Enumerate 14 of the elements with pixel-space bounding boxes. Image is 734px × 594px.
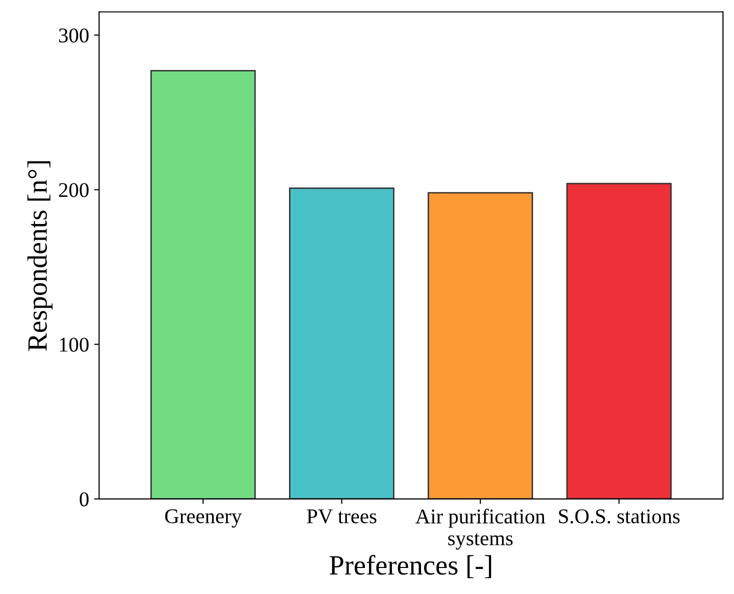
y-tick-label: 0 (80, 492, 89, 506)
x-tick-label: PV trees (306, 509, 376, 524)
x-axis-title: Preferences [-] (330, 554, 492, 578)
bar (289, 187, 394, 499)
bar (566, 182, 672, 499)
y-tick-label: 100 (60, 338, 89, 352)
bar (428, 192, 534, 499)
bar (150, 70, 256, 499)
x-tick-label: Air purification systems (415, 508, 546, 550)
y-tick-label: 300 (59, 28, 89, 43)
y-tick-label: 200 (59, 183, 89, 198)
y-axis-title: Respondents [n°] (27, 161, 53, 351)
x-tick-label: Greenery (165, 509, 242, 528)
x-tick-label: S.O.S. stations (559, 509, 680, 524)
